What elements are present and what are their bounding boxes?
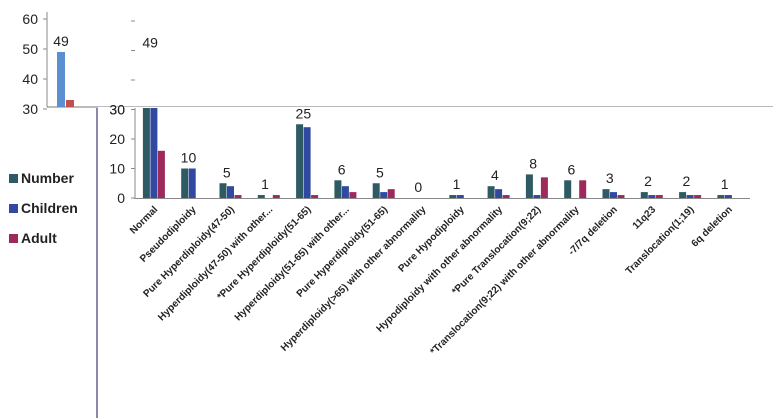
- bar-adult: [502, 195, 510, 198]
- data-label: 1: [453, 176, 461, 192]
- bar-children: [227, 186, 234, 198]
- bar-children: [686, 195, 694, 198]
- y-tick-label: 30: [109, 102, 125, 118]
- bar-number: [219, 183, 227, 198]
- bar-number: [257, 195, 265, 198]
- data-label: 25: [296, 105, 312, 121]
- background-y-tick-label: 60: [22, 11, 38, 27]
- bar-number: [679, 192, 687, 198]
- bar-adult: [579, 180, 587, 198]
- bar-children: [380, 192, 388, 198]
- bars-group: [142, 108, 732, 199]
- bar-children: [188, 168, 196, 198]
- y-tick-label: 20: [109, 131, 125, 147]
- bar-adult: [157, 150, 165, 198]
- bar-adult: [234, 195, 242, 198]
- data-label: 5: [223, 164, 231, 180]
- legend-label-children: Children: [21, 200, 78, 216]
- bar-number: [296, 124, 304, 198]
- bar-children: [341, 186, 349, 198]
- bar-adult: [387, 189, 395, 198]
- bar-number: [487, 186, 495, 198]
- data-label: 1: [721, 176, 729, 192]
- data-label: 4: [491, 167, 499, 183]
- data-label: 2: [644, 173, 652, 189]
- y-tick-label: 30: [109, 102, 125, 118]
- y-tick-label: 0: [117, 190, 125, 206]
- data-label: 1: [261, 176, 269, 192]
- data-label: 6: [338, 161, 346, 177]
- data-label: 10: [181, 150, 197, 166]
- bar-number: [640, 192, 648, 198]
- background-remnant-chart: 60 50 40 30 49: [22, 11, 773, 117]
- data-label: 2: [682, 173, 690, 189]
- bar-number: [181, 168, 189, 198]
- bar-children: [533, 195, 541, 198]
- bar-adult: [349, 192, 357, 198]
- bar-number: [602, 189, 610, 198]
- background-y-tick-label: 30: [22, 101, 38, 117]
- bar-adult: [617, 195, 625, 198]
- data-label: 0: [414, 179, 422, 195]
- legend-label-adult: Adult: [21, 230, 57, 246]
- bar-number: [717, 195, 725, 198]
- bar-number: [564, 180, 572, 198]
- legend-swatch-adult: [9, 234, 18, 243]
- bar-number: [334, 180, 342, 198]
- data-label: 3: [606, 170, 614, 186]
- legend-label-number: Number: [21, 170, 74, 186]
- bar-adult: [311, 195, 319, 198]
- bar-children: [456, 195, 464, 198]
- data-label: 49: [142, 34, 158, 50]
- data-label: 8: [529, 155, 537, 171]
- bar-number: [449, 195, 457, 198]
- bar-children: [150, 108, 158, 199]
- bar-children: [648, 195, 656, 198]
- background-data-label: 49: [53, 33, 69, 49]
- legend: Number Children Adult: [9, 170, 78, 246]
- bar-children: [303, 127, 311, 198]
- bar-adult: [540, 177, 548, 198]
- background-bar: [66, 100, 74, 107]
- bar-adult: [655, 195, 663, 198]
- bar-adult: [694, 195, 702, 198]
- legend-swatch-number: [9, 174, 18, 183]
- bar-children: [495, 189, 503, 198]
- bar-number: [372, 183, 380, 198]
- bar-number: [142, 108, 150, 199]
- foreground-panel: [98, 107, 773, 418]
- background-y-tick-label: 50: [22, 41, 38, 57]
- bar-children: [610, 192, 617, 198]
- background-bar: [57, 52, 65, 107]
- bar-number: [525, 174, 533, 198]
- legend-swatch-children: [9, 204, 18, 213]
- bar-adult: [272, 195, 280, 198]
- y-tick-label: 10: [109, 161, 125, 177]
- data-label: 6: [568, 161, 576, 177]
- data-label: 5: [376, 164, 384, 180]
- bar-children: [724, 195, 732, 198]
- background-y-tick-label: 40: [22, 71, 38, 87]
